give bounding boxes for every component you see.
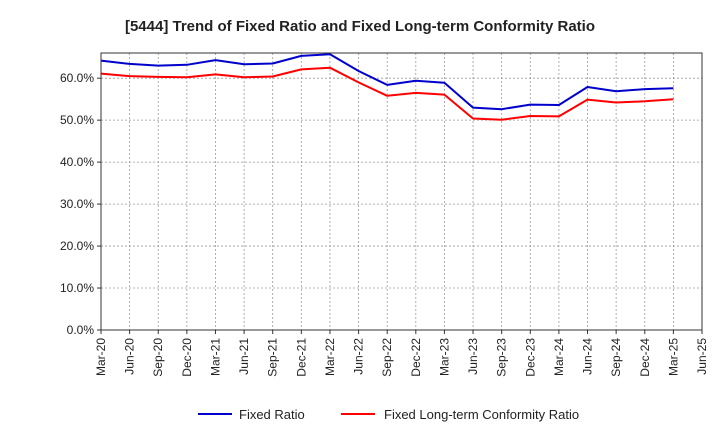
x-tick-label: Mar-25: [666, 338, 680, 376]
x-tick-label: Jun-24: [581, 338, 595, 375]
y-axis-ticks: 0.0% 10.0% 20.0% 30.0% 40.0% 50.0% 60.0%: [60, 71, 101, 337]
y-tick-label: 40.0%: [60, 155, 94, 169]
x-tick-label: Jun-21: [237, 338, 251, 375]
y-tick-label: 50.0%: [60, 113, 94, 127]
y-tick-label: 10.0%: [60, 281, 94, 295]
plot-area-frame: [100, 52, 703, 331]
x-tick-label: Sep-20: [151, 338, 165, 377]
y-tick-label: 60.0%: [60, 71, 94, 85]
series-line-1: [100, 53, 674, 111]
x-tick-label: Jun-22: [352, 338, 366, 375]
x-tick-label: Mar-23: [437, 338, 451, 376]
x-tick-label: Dec-24: [638, 338, 652, 377]
x-tick-label: Mar-22: [323, 338, 337, 376]
x-tick-label: Sep-22: [380, 338, 394, 377]
x-tick-label: Sep-23: [495, 338, 509, 377]
grid-lines: [101, 53, 702, 330]
x-tick-label: Jun-20: [123, 338, 137, 375]
x-tick-label: Dec-20: [180, 338, 194, 377]
series-line-2: [100, 66, 674, 121]
x-tick-label: Mar-21: [208, 338, 222, 376]
x-tick-label: Jun-25: [695, 338, 709, 375]
x-tick-label: Jun-23: [466, 338, 480, 375]
y-tick-label: 30.0%: [60, 197, 94, 211]
legend-label-1: Fixed Ratio: [239, 407, 305, 422]
x-tick-label: Sep-21: [266, 338, 280, 377]
y-tick-label: 20.0%: [60, 239, 94, 253]
y-tick-label: 0.0%: [67, 323, 95, 337]
x-axis-ticks: Mar-20 Jun-20 Sep-20 Dec-20 Mar-21 Jun-21 Sep-…: [94, 330, 709, 377]
x-tick-label: Sep-24: [609, 338, 623, 377]
x-tick-label: Dec-23: [523, 338, 537, 377]
x-tick-label: Mar-24: [552, 338, 566, 376]
legend: Fixed Ratio Fixed Long-term Conformity Ra…: [198, 407, 579, 422]
x-tick-label: Dec-21: [294, 338, 308, 377]
x-tick-label: Dec-22: [409, 338, 423, 377]
legend-label-2: Fixed Long-term Conformity Ratio: [384, 407, 579, 422]
x-tick-label: Mar-20: [94, 338, 108, 376]
chart-title: [5444] Trend of Fixed Ratio and Fixed Lo…: [125, 18, 595, 35]
series-lines: [100, 53, 674, 121]
